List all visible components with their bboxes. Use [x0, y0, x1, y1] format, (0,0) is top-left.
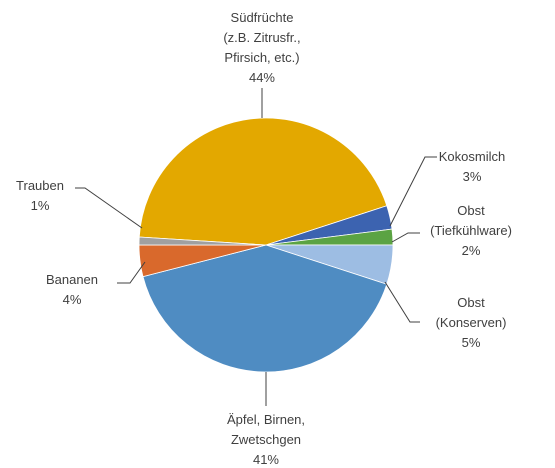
value-label: 41%: [252, 452, 280, 467]
leader-line: [75, 187, 143, 229]
value-label: 2%: [461, 243, 481, 258]
category-label: Obst (Tiefkühlware): [430, 203, 512, 238]
slice-label: Südfrüchte (z.B. Zitrusfr., Pfirsich, et…: [223, 8, 300, 88]
value-label: 5%: [461, 335, 481, 350]
category-label: Trauben: [16, 178, 64, 193]
category-label: Südfrüchte (z.B. Zitrusfr., Pfirsich, et…: [223, 10, 301, 65]
value-label: 1%: [30, 198, 50, 213]
category-label: Äpfel, Birnen, Zwetschgen: [226, 412, 306, 447]
category-label: Bananen: [45, 272, 99, 287]
leader-line: [384, 281, 420, 323]
slice-label: Bananen 4%: [46, 270, 98, 310]
slice-label: Trauben 1%: [16, 176, 64, 216]
pie-slice: [138, 117, 388, 246]
category-label: Kokosmilch: [438, 149, 506, 164]
value-label: 44%: [248, 70, 276, 85]
pie-slice: [142, 244, 388, 373]
pie-slice: [138, 236, 267, 246]
leader-line: [117, 261, 146, 284]
value-label: 4%: [62, 292, 82, 307]
slice-label: Obst (Konserven) 5%: [436, 293, 507, 353]
category-label: Obst (Konserven): [435, 295, 507, 330]
value-label: 3%: [462, 169, 482, 184]
slice-label: Äpfel, Birnen, Zwetschgen 41%: [227, 410, 305, 468]
leader-line: [391, 232, 420, 243]
leader-line: [389, 156, 437, 227]
slice-label: Obst (Tiefkühlware) 2%: [430, 201, 512, 261]
slice-label: Kokosmilch 3%: [439, 147, 505, 187]
